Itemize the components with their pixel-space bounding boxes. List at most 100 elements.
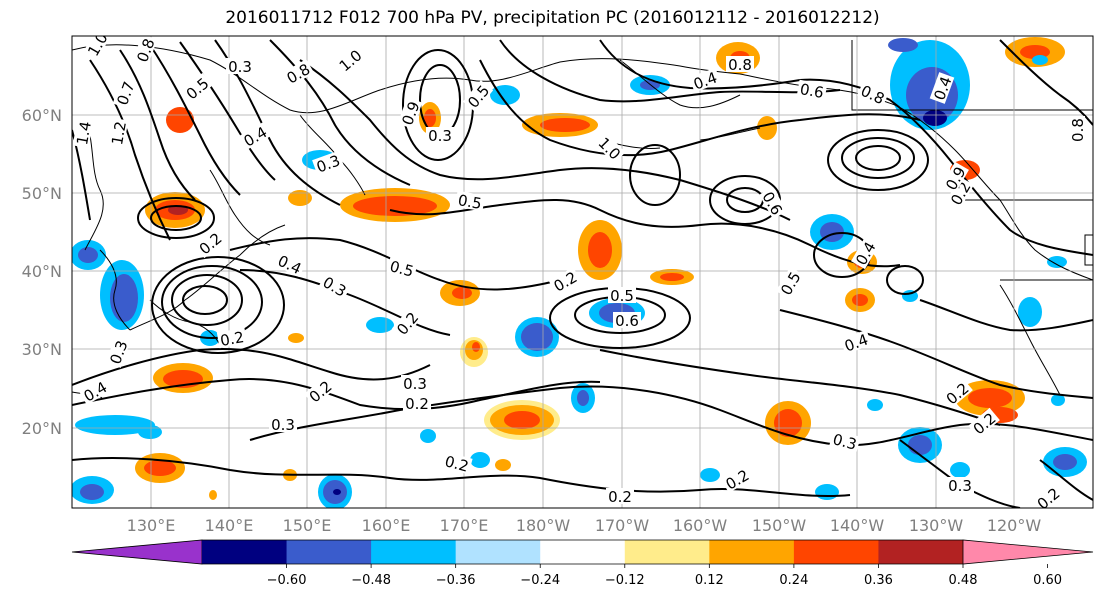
longitude-label: 170°E: [440, 516, 489, 535]
contour-label: 0.2: [219, 328, 246, 350]
contour-label-bg: [851, 236, 879, 270]
colorbar-bin: [286, 540, 372, 564]
contour-label-bg: [454, 190, 486, 212]
contour-label-bg: [1069, 116, 1085, 144]
latitude-label: 40°N: [22, 262, 62, 281]
latitude-labels: 60°N 50°N 40°N 30°N 20°N: [22, 106, 62, 438]
contour-label: 0.6: [799, 80, 826, 102]
colorbar-tick-label: −0.12: [605, 573, 645, 588]
colorbar-bin: [624, 540, 710, 564]
contour-label: 1.4: [73, 120, 95, 147]
colorbar: −0.60 −0.48 −0.36 −0.24 −0.12 0.12 0.24 0.36 0.4…: [71, 539, 1094, 588]
contour-label-bg: [273, 250, 307, 278]
contour-label-bg: [391, 307, 423, 339]
contour-label: 0.3: [228, 58, 252, 76]
contour-label-bg: [462, 80, 494, 112]
contour-label: 1.2: [108, 120, 130, 147]
contour-label-bg: [941, 161, 969, 195]
contour-label-bg: [840, 329, 872, 355]
colorbar-bin: [540, 540, 626, 564]
colorbar-tick-label: −0.36: [436, 573, 476, 588]
contour-label: 0.3: [831, 430, 859, 454]
colorbar-bin: [455, 540, 541, 564]
contour-label-bg: [72, 117, 94, 149]
contour-label: 0.8: [728, 56, 752, 74]
contour-label-bg: [238, 122, 272, 150]
contour-label: 0.3: [271, 416, 295, 434]
colorbar-bin: [709, 540, 795, 564]
colorbar-tick-label: 0.12: [695, 573, 724, 588]
longitude-label: 160°W: [673, 516, 728, 535]
contour-label: 0.3: [428, 127, 452, 145]
contour-label-bg: [613, 312, 641, 328]
colorbar-tick-label: 0.48: [949, 573, 978, 588]
contour-label-bg: [216, 327, 248, 349]
contour-label: 0.3: [403, 375, 427, 393]
contour-label: 0.3: [948, 477, 972, 495]
contour-label-bg: [726, 56, 754, 72]
contour-label-bg: [1032, 482, 1064, 508]
colorbar-extend-high: [962, 539, 1094, 565]
contour-label-bg: [105, 336, 131, 368]
contour-label-bg: [829, 429, 861, 453]
longitude-label: 130°E: [127, 516, 176, 535]
contour-label: 0.6: [615, 312, 639, 330]
contour-label-bg: [312, 150, 344, 176]
contour-label-bg: [386, 256, 418, 280]
contour-label-bg: [426, 127, 454, 143]
longitude-label: 170°W: [595, 516, 650, 535]
contour-label-bg: [194, 227, 226, 259]
colorbar-tick-label: 0.24: [779, 573, 808, 588]
longitude-label: 160°E: [362, 516, 411, 535]
contour-label-bg: [441, 451, 473, 475]
longitude-label: 150°W: [752, 516, 807, 535]
colorbar-tick-label: −0.24: [520, 573, 560, 588]
contour-label-bg: [397, 97, 423, 129]
contour-label-bg: [318, 272, 352, 300]
contour-label-bg: [941, 377, 973, 409]
contour-label: 0.5: [388, 257, 416, 281]
contour-label: 0.5: [610, 287, 634, 305]
latitude-label: 50°N: [22, 184, 62, 203]
contour-label-bg: [606, 488, 634, 504]
contour-label-bg: [181, 72, 213, 104]
contour-label: 0.2: [608, 488, 632, 506]
longitude-label: 130°W: [909, 516, 964, 535]
colorbar-bin: [793, 540, 879, 564]
contour-label-bg: [759, 186, 787, 220]
contour-label-bg: [796, 79, 828, 101]
contour-label-bg: [281, 59, 315, 87]
latitude-label: 20°N: [22, 419, 62, 438]
contour-label-bg: [132, 36, 158, 66]
contour-label-bg: [304, 375, 336, 407]
map-frame: [71, 35, 1094, 509]
contour-label-bg: [548, 267, 582, 295]
contour-label: 0.2: [443, 452, 471, 476]
contour-label-bg: [968, 407, 1000, 439]
colorbar-tick-label: −0.60: [267, 573, 307, 588]
contour-label-bg: [594, 132, 626, 164]
longitude-label: 150°E: [283, 516, 332, 535]
colorbar-bin: [878, 540, 964, 564]
longitude-label: 180°W: [516, 516, 571, 535]
contour-label-bg: [946, 176, 974, 210]
colorbar-tick-label: 0.36: [864, 573, 893, 588]
contour-label-bg: [401, 375, 429, 391]
longitude-label: 140°E: [205, 516, 254, 535]
colorbar-tick-label: 0.60: [1033, 573, 1062, 588]
contour-label-bg: [107, 117, 129, 149]
contour-label-bg: [269, 416, 297, 432]
contour-label-bg: [946, 477, 974, 493]
contour-label-bg: [403, 395, 431, 411]
longitude-label: 140°W: [830, 516, 885, 535]
longitude-label: 120°W: [987, 516, 1042, 535]
map-title: 2016011712 F012 700 hPa PV, precipitatio…: [225, 8, 880, 28]
contour-label-bg: [83, 36, 111, 61]
contour-label-bg: [608, 287, 636, 303]
contour-label-bg: [78, 377, 112, 405]
colorbar-bin: [371, 540, 457, 564]
contour-label: 0.5: [457, 191, 484, 213]
contour-label-bg: [334, 44, 366, 76]
contour-label-bg: [856, 80, 890, 108]
